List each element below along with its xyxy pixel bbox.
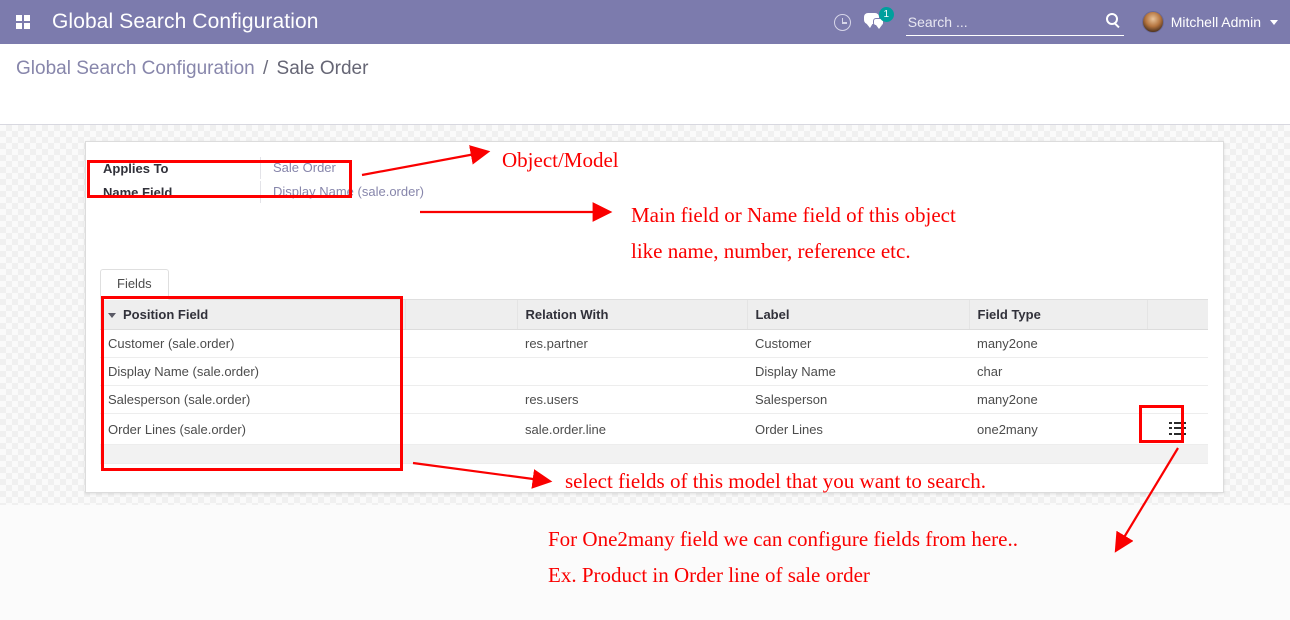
search-icon[interactable] (1105, 13, 1118, 25)
activities-clock-button[interactable] (826, 0, 860, 44)
content-lower-background (0, 505, 1290, 620)
cell-relation-with[interactable]: sale.order.line (517, 413, 747, 445)
cell-blank (405, 357, 517, 386)
global-search-box[interactable] (905, 8, 1124, 36)
applies-to-label: Applies To (103, 160, 169, 176)
form-row-name-field: Name Field Display Name (sale.order) (103, 180, 703, 204)
cell-label[interactable]: Display Name (747, 357, 969, 386)
avatar (1141, 11, 1164, 33)
top-navbar: Global Search Configuration 1 Mitchell A… (0, 0, 1290, 44)
control-panel: Global Search Configuration / Sale Order… (0, 44, 1290, 162)
list-lines-icon[interactable] (1168, 420, 1188, 437)
cell-label[interactable]: Order Lines (747, 413, 969, 445)
cell-actions (1147, 329, 1208, 358)
messages-badge: 1 (878, 7, 894, 22)
cell-field-type[interactable]: many2one (969, 385, 1147, 414)
sort-desc-caret-icon (108, 313, 116, 319)
cell-actions (1147, 413, 1208, 445)
cell-position-field[interactable]: Salesperson (sale.order) (100, 385, 405, 414)
user-menu[interactable]: Mitchell Admin (1132, 0, 1282, 44)
column-header-relation-with[interactable]: Relation With (517, 300, 748, 330)
column-header-position-field[interactable]: Position Field (100, 300, 406, 330)
cell-relation-with[interactable] (517, 357, 747, 386)
cell-field-type[interactable]: char (969, 357, 1147, 386)
cell-actions (1147, 385, 1208, 414)
notebook: Fields Position Field Relation Wit (100, 269, 1208, 490)
tab-fields[interactable]: Fields (100, 269, 169, 300)
messaging-menu-button[interactable]: 1 (860, 0, 894, 44)
cell-label[interactable]: Salesperson (747, 385, 969, 414)
name-field-value[interactable]: Display Name (sale.order) (260, 181, 520, 203)
cell-position-field[interactable]: Customer (sale.order) (100, 329, 405, 358)
applies-to-value[interactable]: Sale Order (260, 157, 520, 179)
cell-blank (405, 329, 517, 358)
cell-blank (405, 385, 517, 414)
cell-relation-with[interactable]: res.users (517, 385, 747, 414)
table-row[interactable]: Salesperson (sale.order) res.users Sales… (100, 385, 1208, 414)
name-field-label: Name Field (103, 184, 173, 200)
notebook-tabs: Fields (100, 269, 1208, 300)
table-row[interactable]: Display Name (sale.order) Display Name c… (100, 357, 1208, 386)
table-row[interactable]: Order Lines (sale.order) sale.order.line… (100, 413, 1208, 445)
table-row[interactable]: Customer (sale.order) res.partner Custom… (100, 329, 1208, 358)
cell-position-field[interactable]: Order Lines (sale.order) (100, 413, 405, 445)
cell-label[interactable]: Customer (747, 329, 969, 358)
column-header-label[interactable]: Label (747, 300, 970, 330)
cell-blank (405, 413, 517, 445)
column-header-field-type[interactable]: Field Type (969, 300, 1148, 330)
cell-field-type[interactable]: one2many (969, 413, 1147, 445)
apps-grid-icon (16, 15, 30, 29)
cell-position-field[interactable]: Display Name (sale.order) (100, 357, 405, 386)
breadcrumb-separator: / (262, 58, 269, 79)
cell-field-type[interactable]: many2one (969, 329, 1147, 358)
table-header-row: Position Field Relation With Label Field… (100, 300, 1208, 330)
navbar-right-tools: 1 Mitchell Admin (826, 0, 1290, 44)
form-field-group: Applies To Sale Order Name Field Display… (103, 156, 703, 204)
chat-bubbles-icon: 1 (863, 7, 894, 32)
cell-relation-with[interactable]: res.partner (517, 329, 747, 358)
table-filler-row (100, 444, 1208, 464)
breadcrumb: Global Search Configuration / Sale Order (16, 58, 368, 80)
form-row-applies-to: Applies To Sale Order (103, 156, 703, 180)
user-name-label: Mitchell Admin (1170, 14, 1261, 30)
apps-menu-button[interactable] (0, 0, 46, 44)
breadcrumb-root-link[interactable]: Global Search Configuration (16, 58, 255, 79)
breadcrumb-current: Sale Order (276, 58, 369, 79)
fields-list-table: Position Field Relation With Label Field… (100, 300, 1208, 490)
cell-actions (1147, 357, 1208, 386)
column-header-blank (405, 300, 518, 330)
clock-icon (834, 13, 852, 31)
search-input[interactable] (905, 9, 1091, 34)
table-add-line-row[interactable] (100, 463, 1208, 490)
navbar-app-title: Global Search Configuration (52, 10, 319, 33)
form-sheet: Applies To Sale Order Name Field Display… (85, 141, 1224, 493)
chevron-down-icon (1270, 19, 1278, 25)
view-content-area: Applies To Sale Order Name Field Display… (0, 125, 1290, 620)
fields-list-body: Customer (sale.order) res.partner Custom… (100, 329, 1208, 490)
column-header-actions (1147, 300, 1208, 330)
